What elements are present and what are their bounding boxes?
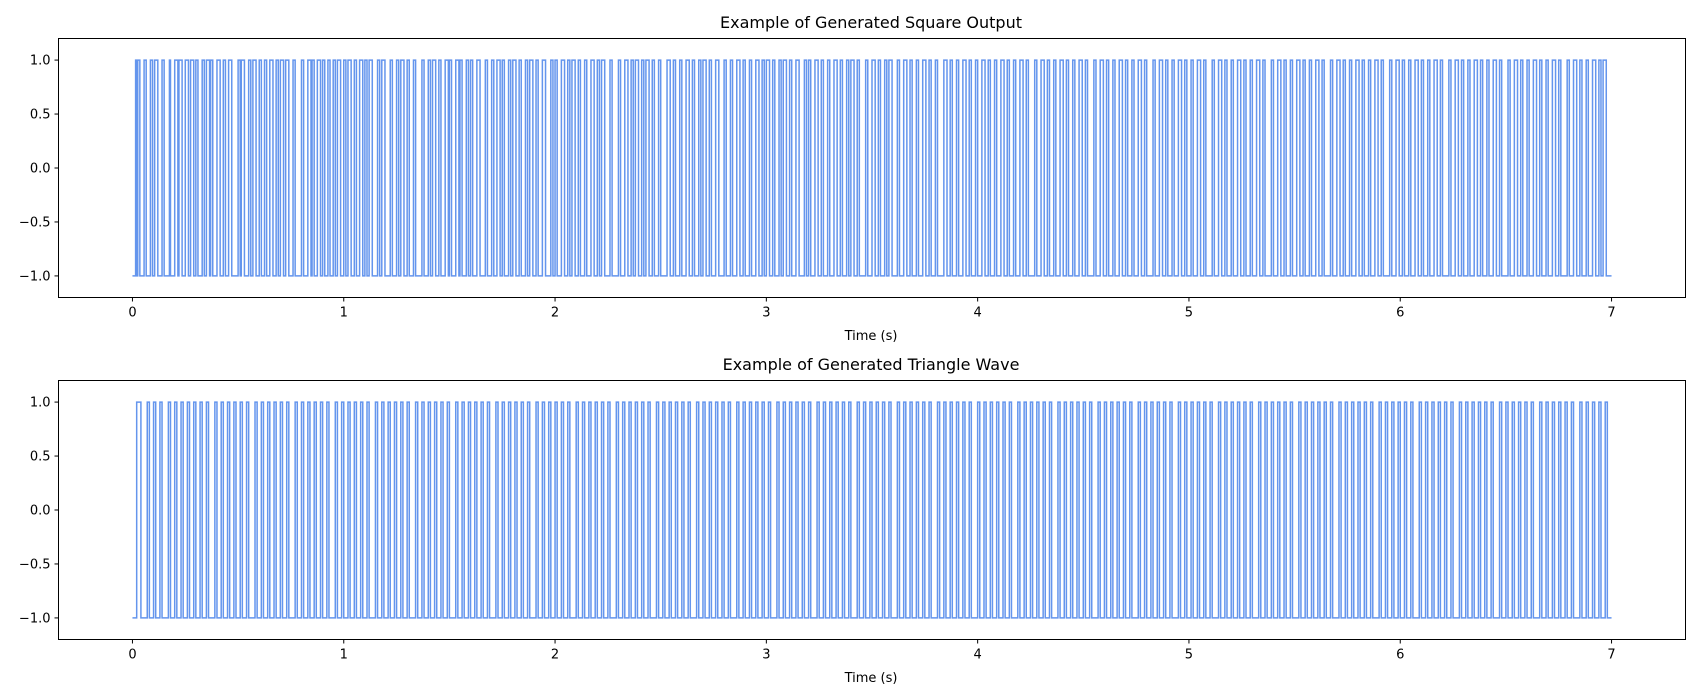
x-tick-label: 7 <box>1607 306 1615 321</box>
x-tick-label: 1 <box>340 306 348 321</box>
x-tick-label: 3 <box>762 306 770 321</box>
series-layer <box>132 401 1612 619</box>
x-axis-label: Time (s) <box>844 329 898 344</box>
y-tick-label: 0.5 <box>30 108 51 123</box>
y-tick-layer: 1.0 0.5 0.0 −0.5 −1.0 <box>19 396 59 626</box>
y-tick-label: 0.5 <box>30 450 51 465</box>
x-tick-label: 0 <box>128 306 136 321</box>
x-tick-label: 6 <box>1396 306 1404 321</box>
chart-title: Example of Generated Triangle Wave <box>723 355 1020 374</box>
y-tick-layer: 1.0 0.5 0.0 −0.5 −1.0 <box>19 54 59 284</box>
x-tick-label: 7 <box>1607 648 1615 663</box>
series-layer <box>132 59 1612 277</box>
x-tick-label: 1 <box>340 648 348 663</box>
x-tick-label: 5 <box>1185 648 1193 663</box>
square-output-subplot: Example of Generated Square Output 0 1 2 3 4… <box>19 13 1686 344</box>
chart-title: Example of Generated Square Output <box>720 13 1022 32</box>
y-tick-label: −0.5 <box>19 557 51 572</box>
x-tick-layer: 0 1 2 3 4 5 6 7 <box>128 639 1616 663</box>
y-tick-label: −1.0 <box>19 269 51 284</box>
y-tick-label: 1.0 <box>30 54 51 69</box>
x-tick-layer: 0 1 2 3 4 5 6 7 <box>128 297 1616 321</box>
x-tick-label: 2 <box>551 306 559 321</box>
y-tick-label: −0.5 <box>19 215 51 230</box>
x-tick-label: 2 <box>551 648 559 663</box>
x-tick-label: 4 <box>974 648 982 663</box>
series-line <box>132 401 1612 619</box>
x-tick-label: 3 <box>762 648 770 663</box>
x-tick-label: 4 <box>974 306 982 321</box>
x-tick-label: 6 <box>1396 648 1404 663</box>
x-tick-label: 0 <box>128 648 136 663</box>
series-line <box>132 59 1612 277</box>
y-tick-label: 1.0 <box>30 396 51 411</box>
y-tick-label: 0.0 <box>30 162 51 177</box>
y-tick-label: −1.0 <box>19 611 51 626</box>
triangle-wave-subplot: Example of Generated Triangle Wave 0 1 2 3 4… <box>19 355 1686 686</box>
x-axis-label: Time (s) <box>844 671 898 686</box>
y-tick-label: 0.0 <box>30 504 51 519</box>
x-tick-label: 5 <box>1185 306 1193 321</box>
